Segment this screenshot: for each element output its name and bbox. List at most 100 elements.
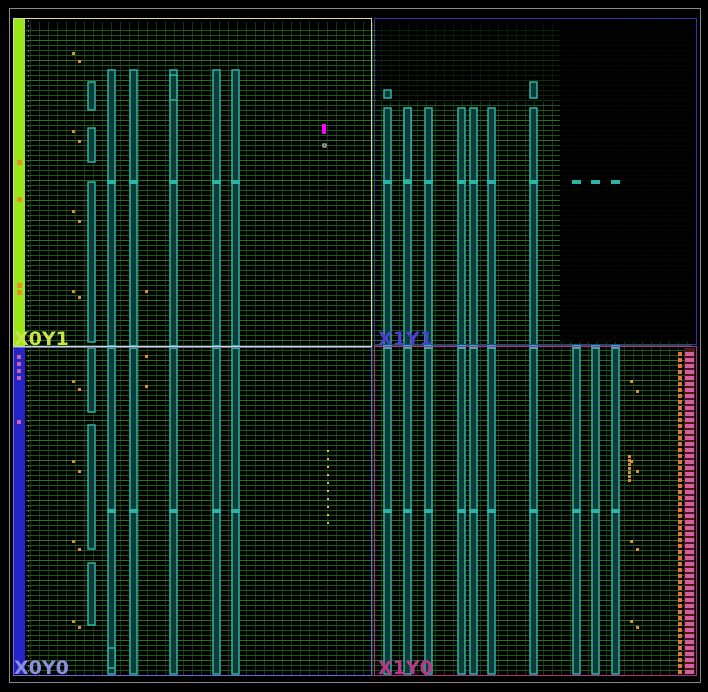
io-pin-right — [685, 550, 694, 554]
site-marker — [628, 467, 631, 470]
column-joint — [424, 509, 433, 513]
io-pin-right — [685, 400, 694, 404]
io-pin-right — [678, 652, 682, 656]
io-pin-right — [685, 460, 694, 464]
column-joint — [403, 509, 412, 513]
io-pin-right — [678, 448, 682, 452]
site-marker — [72, 620, 75, 623]
site-marker — [327, 458, 329, 460]
io-pin-right — [678, 622, 682, 626]
column-joint — [107, 180, 116, 184]
io-pin-right — [678, 442, 682, 446]
clock-region-label-x0y0: X0Y0 — [14, 657, 69, 679]
io-pin-right — [685, 562, 694, 566]
io-pin-right — [678, 526, 682, 530]
site-marker — [78, 60, 81, 63]
io-pin-right — [678, 472, 682, 476]
io-pin-right — [685, 574, 694, 578]
column-joint — [403, 180, 412, 184]
column-joint — [469, 509, 478, 513]
selected-site — [322, 124, 326, 134]
resource-column — [108, 70, 115, 674]
site-marker — [327, 522, 329, 524]
site-marker — [145, 385, 148, 388]
site-marker — [72, 52, 75, 55]
column-joint — [212, 180, 221, 184]
site-marker — [327, 506, 329, 508]
site-marker — [327, 450, 329, 452]
io-pin-right — [678, 520, 682, 524]
io-pin-right — [678, 586, 682, 590]
io-pin-right — [685, 406, 694, 410]
site-marker — [630, 620, 633, 623]
io-pin — [17, 160, 22, 165]
site-marker — [145, 355, 148, 358]
resource-column — [170, 70, 177, 674]
io-pin-right — [678, 430, 682, 434]
site-marker — [636, 390, 639, 393]
site-marker — [72, 210, 75, 213]
site-marker — [630, 540, 633, 543]
io-pin-right — [685, 394, 694, 398]
io-pin-right — [685, 436, 694, 440]
io-pin — [17, 369, 21, 373]
io-pin-right — [685, 364, 694, 368]
io-pin-right — [685, 664, 694, 668]
io-pin-right — [678, 604, 682, 608]
column-joint — [424, 180, 433, 184]
io-pin-right — [678, 460, 682, 464]
io-pin-right — [685, 526, 694, 530]
io-pin-right — [685, 430, 694, 434]
column-segment — [88, 425, 95, 549]
io-pin-right — [685, 496, 694, 500]
io-pin-right — [685, 376, 694, 380]
io-pin-right — [685, 646, 694, 650]
site-marker — [628, 479, 631, 482]
io-pin-right — [678, 358, 682, 362]
io-pin-right — [685, 358, 694, 362]
io-pin-right — [685, 652, 694, 656]
site-marker — [628, 471, 631, 474]
io-pin-right — [685, 598, 694, 602]
io-pin-right — [678, 658, 682, 662]
io-pin-right — [678, 538, 682, 542]
io-pin-right — [678, 436, 682, 440]
resource-column — [470, 108, 477, 674]
io-pin-right — [678, 394, 682, 398]
io-pin-right — [678, 496, 682, 500]
io-pin-right — [678, 478, 682, 482]
site-marker — [78, 296, 81, 299]
io-pin-right — [685, 484, 694, 488]
column-segment — [88, 348, 95, 412]
resource-column — [458, 108, 465, 674]
io-pin-right — [678, 364, 682, 368]
column-segment — [88, 182, 95, 342]
io-pin-right — [678, 352, 682, 356]
io-pin-right — [685, 592, 694, 596]
column-joint — [169, 509, 178, 513]
site-marker — [78, 220, 81, 223]
site-marker — [327, 498, 329, 500]
site-marker — [78, 470, 81, 473]
column-joint — [231, 509, 240, 513]
io-bank-top — [14, 18, 25, 346]
io-pin-right — [685, 370, 694, 374]
io-pin-right — [685, 418, 694, 422]
io-pin — [17, 355, 21, 359]
site-marker — [327, 514, 329, 516]
io-pin-right — [685, 658, 694, 662]
io-pin-right — [685, 532, 694, 536]
resource-column — [488, 108, 495, 674]
io-pin-right — [678, 598, 682, 602]
column-segment — [108, 648, 115, 668]
column-joint — [487, 509, 496, 513]
site-marker — [145, 290, 148, 293]
io-pin-right — [685, 568, 694, 572]
io-pin-right — [678, 376, 682, 380]
column-segment — [88, 82, 95, 110]
io-pin-right — [678, 562, 682, 566]
column-joint — [572, 509, 581, 513]
column-joint — [383, 509, 392, 513]
io-pin-right — [678, 556, 682, 560]
